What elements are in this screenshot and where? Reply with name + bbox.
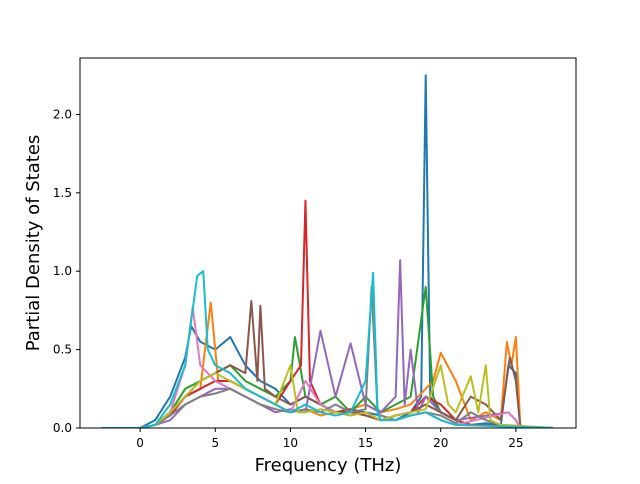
plot-frame [79,57,577,429]
series-layer [101,74,554,428]
x-tick-label: 0 [136,436,144,450]
x-tick-label: 15 [358,436,373,450]
series-line-8 [101,285,554,428]
y-tick-label: 0.0 [53,421,72,435]
y-axis-label: Partial Density of States [23,135,44,352]
y-tick-label: 0.5 [53,343,72,357]
series-line-10 [101,270,554,428]
y-axis-ticks: 0.0 0.5 1.0 1.5 2.0 [53,107,80,435]
series-line-9 [101,364,554,428]
y-tick-label: 2.0 [53,107,72,121]
x-axis-label: Frequency (THz) [255,455,402,476]
x-tick-label: 25 [508,436,523,450]
y-tick-label: 1.5 [53,186,72,200]
x-tick-label: 20 [433,436,448,450]
x-axis-ticks: 0 5 10 15 20 25 [136,428,524,450]
plot-area [80,58,576,428]
series-line-4 [101,199,554,428]
x-tick-label: 10 [283,436,298,450]
y-tick-label: 1.0 [53,264,72,278]
x-tick-label: 5 [211,436,219,450]
